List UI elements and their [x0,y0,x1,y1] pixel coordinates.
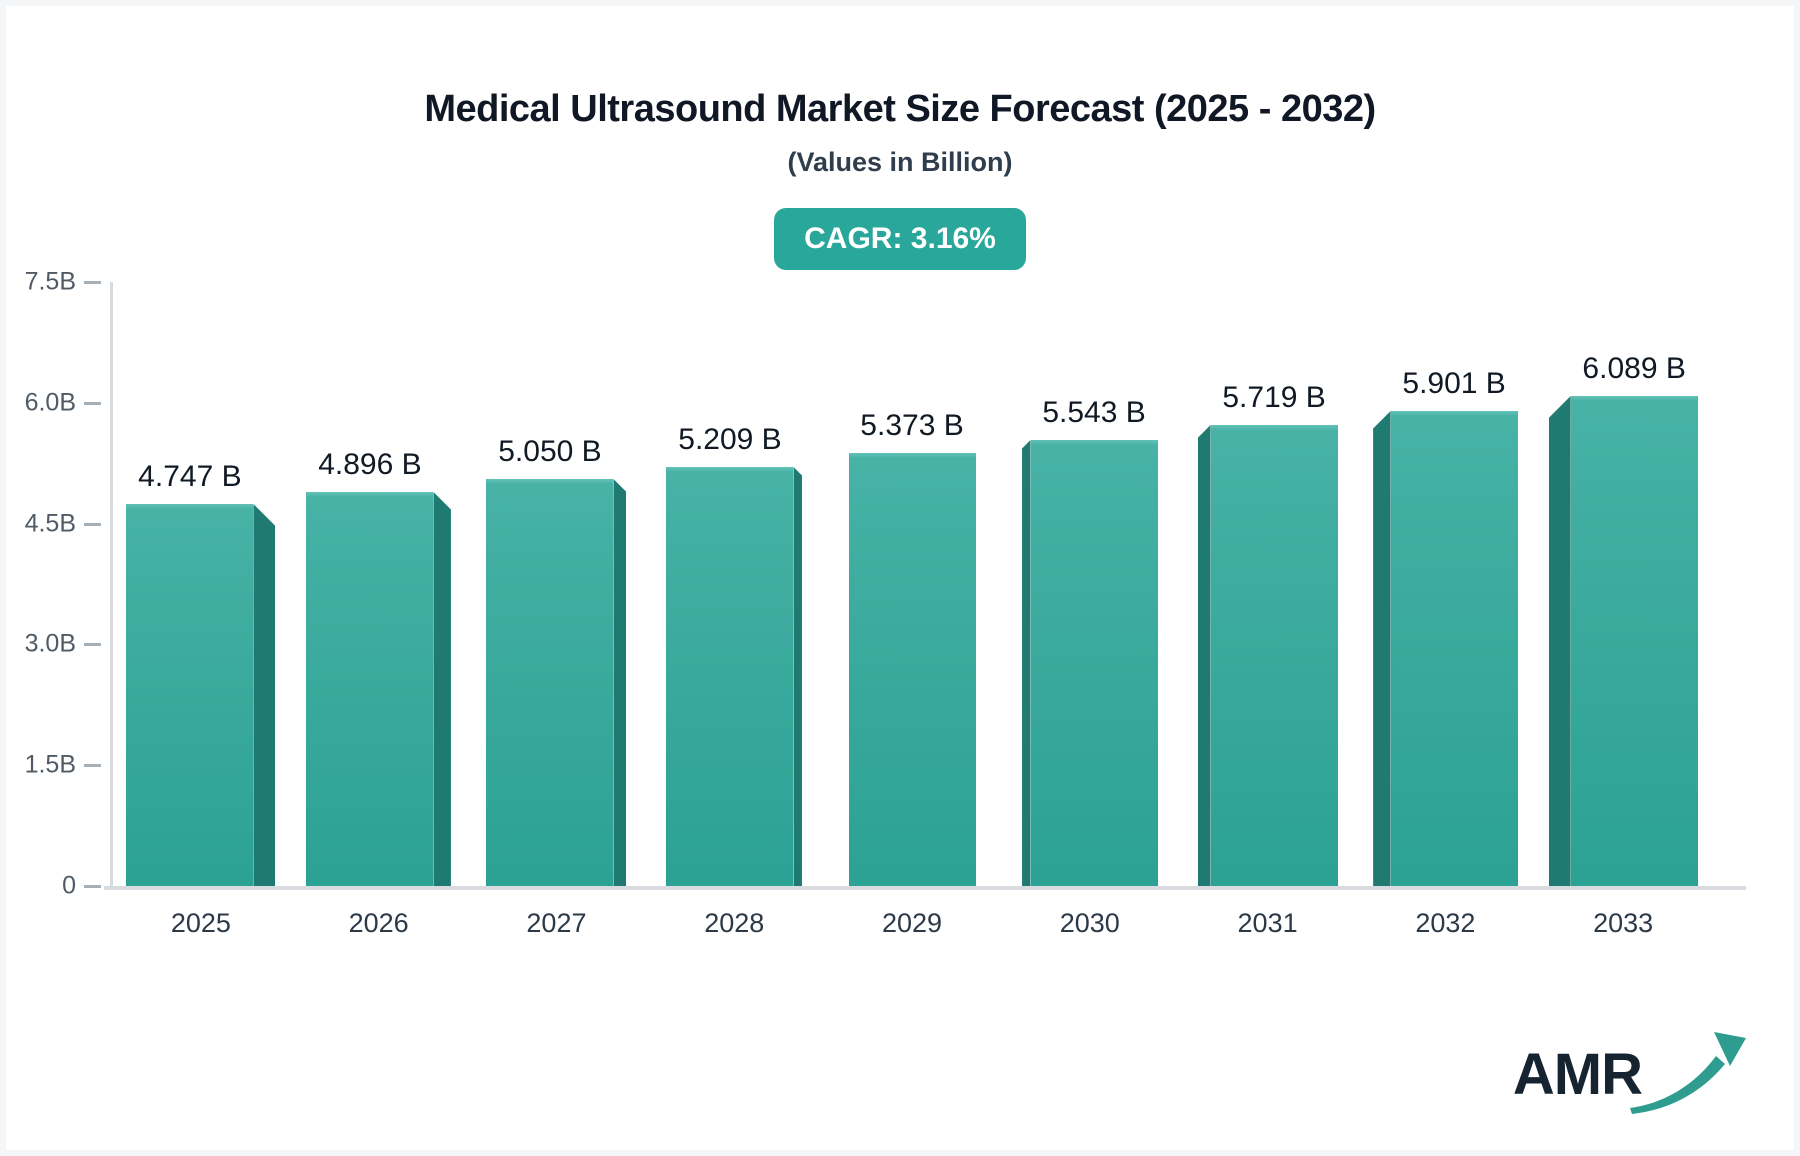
x-axis-baseline [104,886,1746,890]
bar-side-face [1548,396,1571,886]
bar-value-label: 5.050 B [498,435,602,468]
y-tick-dash [84,401,101,405]
y-axis-line [110,282,113,888]
bar-value-label: 5.901 B [1402,367,1506,400]
y-tick-dash [84,764,101,768]
x-axis-label: 2033 [1593,908,1654,938]
bar-face: 4.896 B [306,448,434,886]
bar-slot: 5.543 B [1001,282,1179,886]
bar-side-face [1373,411,1391,886]
bar-face: 4.747 B [126,460,254,886]
y-tick-label: 1.5B [24,750,76,779]
y-tick-label: 3.0B [24,629,76,658]
y-tick-label: 0 [62,871,76,900]
bar-value-label: 5.373 B [860,409,964,442]
bar-face: 5.543 B [1030,396,1158,886]
x-axis-label: 2025 [170,908,231,938]
bar-value-label: 5.543 B [1042,396,1146,429]
bar-side-face [613,479,627,886]
x-axis-label: 2030 [1059,908,1120,938]
bar-side-face [253,504,276,886]
bar-3d: 5.373 B [848,409,976,886]
bar-slot: 5.373 B [823,282,1001,886]
x-axis-label: 2026 [348,908,409,938]
x-axis-label: 2029 [881,908,943,938]
bar-value-label: 4.747 B [138,460,242,493]
bar-slot: 5.901 B [1356,282,1534,886]
x-axis-label: 2032 [1415,908,1476,938]
bar-face: 5.719 B [1210,381,1338,886]
bar-value-label: 5.719 B [1222,381,1326,414]
bar-side-face [433,492,451,886]
bar-value-label: 5.209 B [678,423,782,456]
amr-logo: AMR [1512,1032,1748,1114]
bar-slot: 4.896 B [290,282,468,886]
bar-slot: 6.089 B [1534,282,1712,886]
chart-subtitle: (Values in Billion) [787,147,1013,177]
y-tick-dash [84,522,101,526]
y-tick-label: 7.5B [24,267,76,296]
y-tick-label: 6.0B [24,388,76,417]
y-tick-dash [84,643,101,647]
y-tick-dash [84,281,101,284]
bar-3d: 4.896 B [306,448,451,886]
bar-face: 5.901 B [1390,367,1518,886]
bar-3d: 4.747 B [126,460,276,886]
bar-side-face [1022,440,1031,886]
bar-3d: 6.089 B [1548,352,1698,886]
x-axis-label: 2028 [704,908,765,938]
bar-slot: 5.050 B [468,282,646,886]
bar-side-face [793,467,802,886]
bar-side-face [1197,425,1211,886]
bar-slot: 5.719 B [1179,282,1357,886]
x-axis-label: 2031 [1237,908,1298,938]
bar-3d: 5.050 B [486,435,627,886]
bar-plot-area: 4.747 B 4.896 B 5.050 B 5.209 B 5.373 B 5.543… [112,282,1712,886]
page-title: Medical Ultrasound Market Size Forecast … [424,88,1376,130]
bar-3d: 5.901 B [1373,367,1518,886]
bar-value-label: 6.089 B [1582,352,1686,385]
bar-slot: 5.209 B [645,282,823,886]
bar-3d: 5.209 B [666,423,802,886]
bar-value-label: 4.896 B [318,448,422,481]
cagr-badge: CAGR: 3.16% [774,208,1026,270]
bar-face: 6.089 B [1570,352,1698,886]
trend-up-arrow-icon [1630,1032,1746,1114]
bar-face: 5.209 B [666,423,794,886]
bar-3d: 5.543 B [1022,396,1158,886]
x-axis-label: 2027 [526,908,587,938]
x-axis-labels: 2025 2026 2027 2028 2029 2030 2031 2032 2033 [112,908,1712,939]
amr-logo-text: AMR [1512,1041,1643,1107]
bar-slot: 4.747 B [112,282,290,886]
bar-3d: 5.719 B [1197,381,1338,886]
bar-face: 5.050 B [486,435,614,886]
y-tick-dash [84,885,101,888]
bar-face: 5.373 B [848,409,976,886]
y-tick-label: 4.5B [24,509,76,538]
chart-header: Medical Ultrasound Market Size Forecast … [0,0,1800,270]
